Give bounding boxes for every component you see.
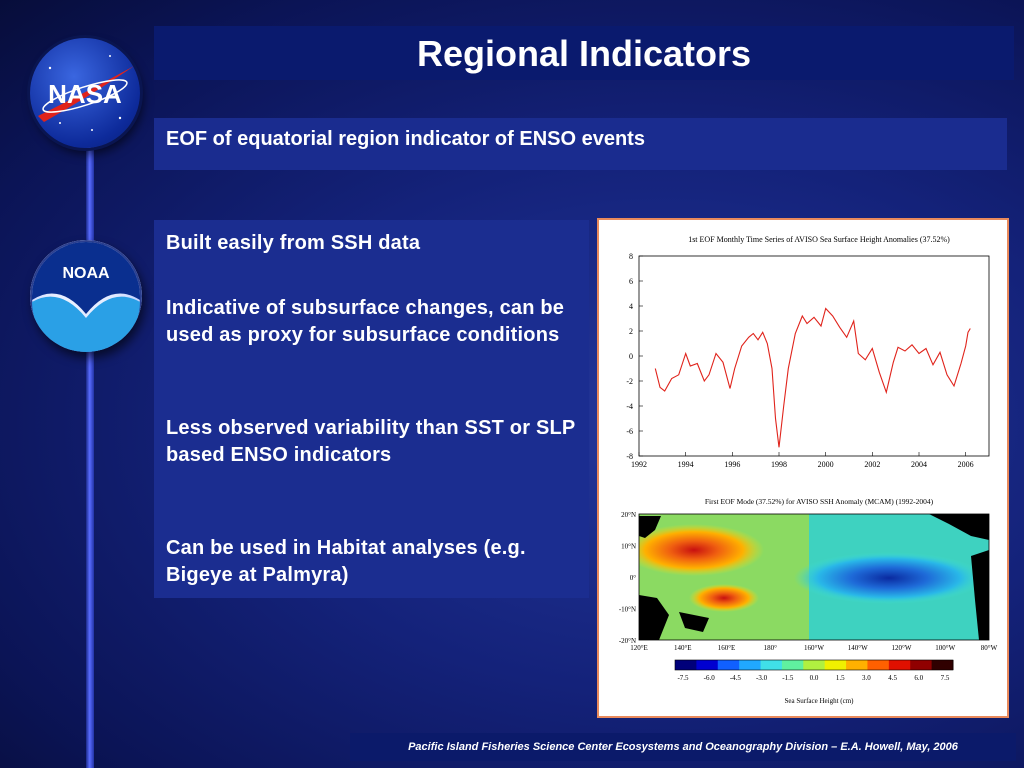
- colorbar-tick: -3.0: [756, 674, 768, 682]
- colorbar-tick: -7.5: [677, 674, 689, 682]
- y-tick-label: 2: [629, 327, 633, 336]
- lon-label: 180°: [764, 644, 778, 652]
- colorbar-swatch: [696, 660, 719, 670]
- colorbar-tick: -4.5: [730, 674, 742, 682]
- colorbar-swatch: [717, 660, 740, 670]
- x-tick-label: 2002: [864, 460, 880, 469]
- map-title: First EOF Mode (37.52%) for AVISO SSH An…: [705, 497, 934, 506]
- y-tick-label: -6: [626, 427, 633, 436]
- y-tick-label: -4: [626, 402, 633, 411]
- chart-frame: [638, 255, 990, 457]
- x-tick-label: 2006: [958, 460, 974, 469]
- colorbar-label: Sea Surface Height (cm): [785, 697, 855, 705]
- colorbar-tick: -6.0: [704, 674, 716, 682]
- y-tick-label: -8: [626, 452, 633, 461]
- lat-label: 0°: [630, 574, 637, 582]
- lat-label: -10°N: [619, 606, 636, 614]
- colorbar-swatch: [867, 660, 890, 670]
- noaa-logo-text: NOAA: [62, 265, 110, 282]
- lat-label: 10°N: [621, 543, 636, 551]
- chart-title: 1st EOF Monthly Time Series of AVISO Sea…: [688, 235, 950, 244]
- lon-label: 100°W: [935, 644, 955, 652]
- lat-label: -20°N: [619, 637, 636, 645]
- bullets-panel: [154, 220, 589, 598]
- colorbar-swatch: [675, 660, 697, 670]
- subtitle-bar: [154, 118, 1007, 170]
- lon-label: 160°W: [804, 644, 824, 652]
- y-tick-label: 6: [629, 277, 633, 286]
- x-tick-label: 1996: [724, 460, 740, 469]
- ssh-map: [638, 513, 990, 641]
- colorbar-swatch: [760, 660, 783, 670]
- colorbar-tick: 7.5: [941, 674, 950, 682]
- colorbar-swatch: [739, 660, 762, 670]
- x-tick-label: 1998: [771, 460, 787, 469]
- title-bar: [154, 26, 1014, 80]
- footer-credit: Pacific Island Fisheries Science Center …: [408, 741, 958, 753]
- figure-svg: 1st EOF Monthly Time Series of AVISO Sea…: [619, 235, 998, 705]
- colorbar-tick: 4.5: [888, 674, 897, 682]
- lon-label: 120°E: [630, 644, 648, 652]
- lon-label: 120°W: [892, 644, 912, 652]
- lon-label: 140°W: [848, 644, 868, 652]
- x-tick-label: 1994: [678, 460, 694, 469]
- x-tick-label: 1992: [631, 460, 647, 469]
- colorbar-swatch: [910, 660, 933, 670]
- nasa-logo-text: NASA: [48, 79, 122, 109]
- colorbar-swatch: [931, 660, 954, 670]
- lat-label: 20°N: [621, 511, 636, 519]
- x-tick-label: 2000: [818, 460, 834, 469]
- colorbar-tick: 0.0: [810, 674, 819, 682]
- nasa-logo: NASA: [30, 38, 140, 148]
- series-line: [654, 307, 971, 448]
- noaa-logo: NOAA: [30, 240, 142, 352]
- colorbar-swatch: [803, 660, 826, 670]
- lon-label: 140°E: [674, 644, 692, 652]
- colorbar-swatch: [846, 660, 868, 670]
- chart-axes: -8 -6 -4 -2 0 2 4 6 8 1992 1994 1996 1998 2000 2002 200…: [626, 252, 973, 469]
- slide-title: Regional Indicators: [416, 33, 752, 74]
- colorbar-tick: -1.5: [782, 674, 794, 682]
- bullet-3: Less observed variability than SST or SL…: [166, 417, 576, 466]
- y-tick-label: 0: [629, 352, 633, 361]
- colorbar-tick: 1.5: [836, 674, 845, 682]
- bullet-4: Can be used in Habitat analyses (e.g. Bi…: [166, 537, 526, 586]
- bullet-2: Indicative of subsurface changes, can be…: [166, 297, 565, 346]
- figure-panel: 1st EOF Monthly Time Series of AVISO Sea…: [597, 218, 1009, 718]
- y-tick-label: 8: [629, 252, 633, 261]
- colorbar-swatch: [824, 660, 847, 670]
- left-rail-divider: [86, 140, 94, 768]
- lon-label: 80°W: [981, 644, 998, 652]
- y-tick-label: 4: [629, 302, 633, 311]
- chart-series: [654, 307, 971, 448]
- x-tick-label: 2004: [911, 460, 927, 469]
- colorbar: -7.5 -6.0 -4.5 -3.0 -1.5 0.0 1.5 3.0 4.5 6.0 7.5: [674, 659, 954, 682]
- lon-label: 160°E: [718, 644, 736, 652]
- colorbar-swatch: [781, 660, 804, 670]
- bullet-1: Built easily from SSH data: [166, 232, 421, 254]
- slide-subtitle: EOF of equatorial region indicator of EN…: [166, 128, 645, 150]
- colorbar-tick: 3.0: [862, 674, 871, 682]
- footer-bar: [350, 733, 1016, 761]
- y-tick-label: -2: [626, 377, 633, 386]
- colorbar-tick: 6.0: [914, 674, 923, 682]
- colorbar-swatch: [888, 660, 911, 670]
